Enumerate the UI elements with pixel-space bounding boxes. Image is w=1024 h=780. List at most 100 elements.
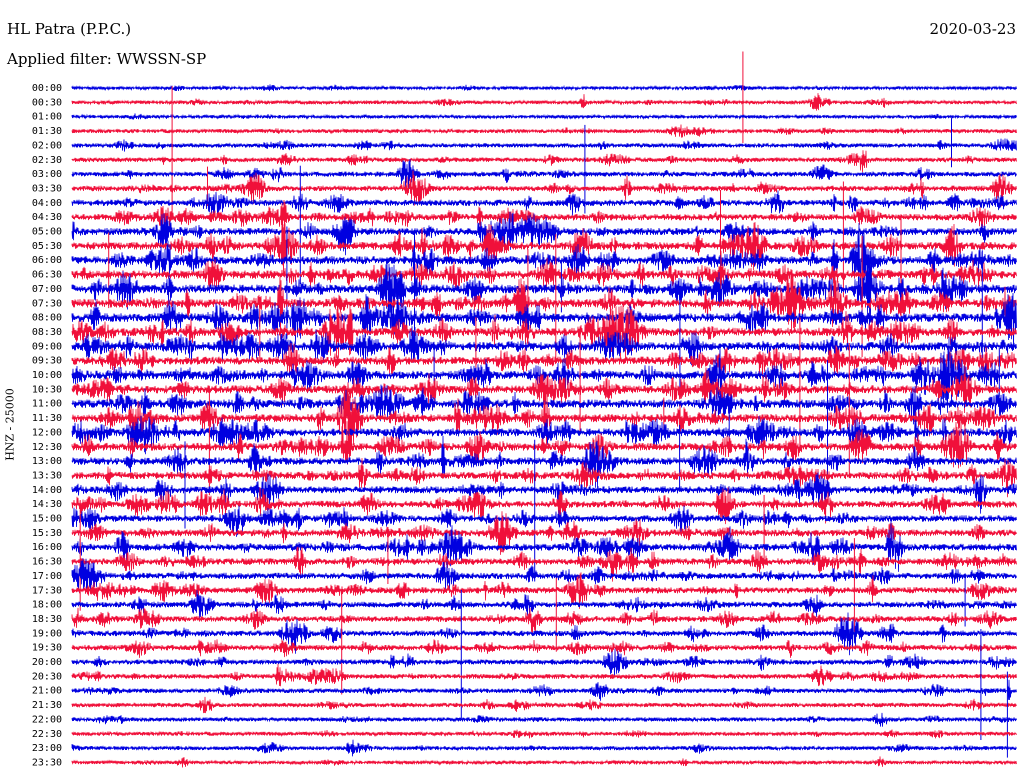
row-label: 04:00 (32, 198, 62, 209)
trace-line (71, 269, 1017, 340)
trace-line (71, 415, 1017, 455)
row-label: 15:30 (32, 528, 62, 539)
trace-line (71, 113, 1017, 120)
trace-line (71, 663, 1017, 687)
station-title: HL Patra (P.P.C.) (7, 20, 132, 38)
row-label: 17:00 (32, 571, 62, 582)
trace-line (71, 222, 1017, 302)
trace-line (71, 511, 1017, 555)
trace-line (71, 84, 1017, 92)
row-label: 10:00 (32, 370, 62, 381)
trace-line (71, 250, 1017, 299)
trace-line (71, 343, 1017, 378)
trace-line (71, 336, 1017, 413)
row-label: 00:30 (32, 97, 62, 108)
row-label: 17:30 (32, 585, 62, 596)
row-label: 03:00 (32, 169, 62, 180)
row-label: 00:00 (32, 83, 62, 94)
row-label: 19:30 (32, 643, 62, 654)
row-label: 18:30 (32, 614, 62, 625)
trace-line (71, 158, 1017, 189)
row-label: 23:30 (32, 757, 62, 768)
row-label: 09:30 (32, 356, 62, 367)
row-label: 02:00 (32, 140, 62, 151)
row-label: 13:00 (32, 456, 62, 467)
trace-line (71, 696, 1017, 714)
row-label: 01:00 (32, 112, 62, 123)
row-label: 01:30 (32, 126, 62, 137)
trace-line (71, 639, 1017, 658)
trace-line (71, 712, 1017, 727)
date-label: 2020-03-23 (929, 20, 1016, 38)
row-label: 15:00 (32, 514, 62, 525)
row-label: 06:30 (32, 270, 62, 281)
trace-line (71, 138, 1017, 152)
row-label: 08:00 (32, 313, 62, 324)
trace-line (71, 199, 1017, 233)
trace-line (71, 472, 1017, 514)
row-label: 16:30 (32, 557, 62, 568)
row-label: 06:00 (32, 255, 62, 266)
row-label: 13:30 (32, 470, 62, 481)
row-label: 07:30 (32, 298, 62, 309)
trace-line (71, 384, 1017, 425)
trace-line (71, 303, 1017, 360)
trace-line (71, 93, 1017, 111)
row-label: 05:00 (32, 227, 62, 238)
row-label: 21:30 (32, 700, 62, 711)
row-label: 03:30 (32, 183, 62, 194)
row-label: 08:30 (32, 327, 62, 338)
row-label: 07:00 (32, 284, 62, 295)
row-label: 02:30 (32, 155, 62, 166)
trace-line (71, 612, 1017, 656)
trace-line (71, 124, 1017, 138)
trace-line (71, 729, 1017, 739)
trace-line (71, 572, 1017, 609)
trace-line (71, 419, 1017, 469)
trace-line (71, 558, 1017, 592)
row-label: 21:00 (32, 686, 62, 697)
trace-line (71, 384, 1017, 460)
row-label: 04:30 (32, 212, 62, 223)
trace-line (71, 739, 1017, 757)
trace-line (71, 150, 1017, 173)
trace-line (71, 251, 1017, 328)
row-label: 16:00 (32, 542, 62, 553)
trace-line (71, 292, 1017, 349)
trace-line (71, 458, 1017, 498)
row-label: 12:00 (32, 427, 62, 438)
row-label: 14:00 (32, 485, 62, 496)
trace-line (71, 326, 1017, 367)
row-label: 10:30 (32, 384, 62, 395)
trace-line (71, 679, 1017, 701)
trace-line (71, 520, 1017, 572)
trace-line (71, 648, 1017, 677)
filter-label: Applied filter: WWSSN-SP (7, 50, 207, 68)
trace-line (71, 170, 1017, 207)
trace-line (71, 505, 1017, 537)
row-label: 19:00 (32, 628, 62, 639)
row-label: 14:30 (32, 499, 62, 510)
row-label: 12:30 (32, 442, 62, 453)
row-label: 22:30 (32, 729, 62, 740)
trace-group (71, 51, 1017, 768)
trace-line (71, 590, 1017, 619)
trace-line (71, 435, 1017, 488)
trace-line (71, 607, 1017, 635)
row-label: 05:30 (32, 241, 62, 252)
row-label: 11:30 (32, 413, 62, 424)
row-label: 23:00 (32, 743, 62, 754)
trace-line (71, 487, 1017, 525)
row-label: 20:00 (32, 657, 62, 668)
trace-line (71, 190, 1017, 216)
row-label: 18:00 (32, 600, 62, 611)
row-label-group: 00:00 00:30 01:00 01:30 02:00 02:30 03:00 03:30… (32, 83, 62, 768)
row-label: 09:00 (32, 341, 62, 352)
row-label: 22:00 (32, 714, 62, 725)
row-label: 11:00 (32, 399, 62, 410)
trace-line (71, 546, 1017, 582)
trace-line (71, 756, 1017, 768)
row-label: 20:30 (32, 671, 62, 682)
trace-line (71, 364, 1017, 414)
